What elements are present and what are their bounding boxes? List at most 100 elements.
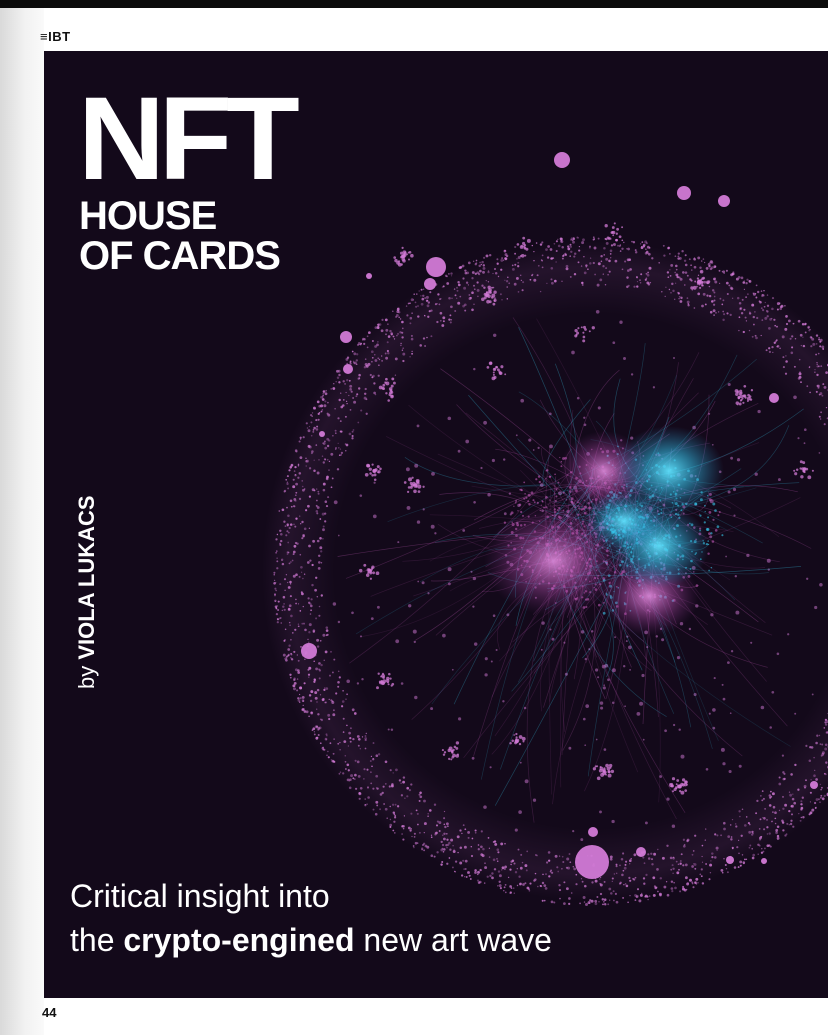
ring-node — [771, 345, 774, 349]
cluster-node — [393, 256, 397, 259]
ring-node — [738, 810, 741, 813]
inner-node — [713, 677, 716, 680]
ring-node — [506, 255, 508, 258]
inner-node — [492, 614, 496, 617]
cluster-node — [611, 226, 615, 229]
ring-node — [722, 270, 726, 274]
ring-node — [443, 823, 446, 826]
inner-node — [484, 657, 488, 661]
ring-node — [345, 698, 347, 700]
ring-node — [358, 797, 361, 800]
ring-node — [459, 829, 462, 832]
ring-node — [669, 253, 671, 255]
ring-node — [357, 343, 359, 346]
ring-node — [460, 874, 464, 877]
ring-node — [280, 617, 282, 619]
ring-node — [332, 752, 335, 755]
ring-node — [558, 855, 561, 857]
ring-node — [776, 836, 780, 840]
ring-node — [319, 639, 322, 642]
ring-node — [815, 778, 818, 781]
cluster-node — [735, 392, 739, 397]
ring-node — [585, 264, 588, 267]
ring-node — [633, 285, 636, 288]
inner-node — [414, 695, 418, 700]
ring-node — [346, 763, 350, 767]
ring-node — [453, 288, 456, 290]
cluster-node — [390, 684, 393, 687]
cluster-node — [381, 673, 386, 678]
ring-node — [443, 832, 446, 836]
ring-node — [284, 525, 287, 527]
ring-node — [352, 737, 355, 741]
ring-node — [381, 791, 384, 795]
ring-node — [544, 887, 548, 890]
cluster-node — [408, 477, 412, 482]
ring-node — [467, 830, 471, 834]
cluster-node — [680, 790, 685, 795]
inner-node — [583, 416, 586, 419]
ring-node — [422, 288, 425, 291]
ring-node — [385, 377, 388, 381]
ring-node — [321, 698, 325, 702]
ring-node — [394, 803, 397, 806]
ring-node — [363, 366, 367, 369]
ring-node — [403, 815, 406, 817]
ring-node — [686, 300, 690, 304]
ring-node — [351, 350, 354, 353]
ring-node — [314, 691, 318, 695]
ring-node — [610, 244, 614, 247]
ring-node — [819, 743, 822, 745]
ring-node — [400, 342, 402, 345]
ring-node — [338, 373, 341, 377]
ring-node — [513, 282, 517, 286]
ring-node — [666, 844, 669, 847]
tagline-line-2: the crypto-engined new art wave — [70, 918, 552, 962]
ring-node — [500, 842, 504, 846]
ring-node — [320, 410, 323, 413]
ring-node — [782, 829, 785, 832]
ring-node — [467, 261, 471, 265]
ring-node — [467, 871, 470, 874]
ring-node — [776, 345, 779, 348]
ring-node — [500, 268, 503, 271]
ring-node — [805, 779, 807, 782]
inner-node — [484, 673, 488, 677]
cluster-node — [743, 384, 747, 388]
inner-node — [558, 491, 562, 496]
inner-node — [607, 678, 610, 682]
ring-node — [286, 482, 289, 486]
ring-node — [487, 270, 490, 272]
ring-node — [441, 847, 444, 850]
ring-node — [514, 871, 518, 874]
ring-node — [295, 450, 298, 453]
ring-node — [373, 382, 376, 385]
ring-node — [785, 322, 789, 326]
ring-node — [312, 430, 315, 433]
ring-node — [300, 646, 302, 648]
ring-node — [683, 843, 686, 846]
ring-node — [330, 650, 332, 653]
cluster-node — [588, 330, 591, 333]
ring-node — [395, 313, 399, 317]
ring-node — [726, 292, 729, 296]
ring-node — [310, 604, 313, 608]
ring-node — [604, 283, 607, 286]
ring-node — [677, 257, 680, 260]
ring-node — [454, 294, 457, 297]
ring-node — [374, 354, 376, 356]
ring-node — [357, 421, 360, 424]
ring-node — [817, 384, 820, 388]
tagline-bold: crypto-engined — [123, 922, 355, 958]
ring-node — [337, 681, 340, 684]
cluster-node — [608, 763, 613, 768]
ring-node — [663, 254, 666, 257]
ring-node — [589, 257, 592, 259]
ring-node — [726, 312, 729, 315]
ring-node — [351, 437, 354, 440]
ring-node — [309, 613, 312, 615]
ring-node — [564, 253, 567, 256]
cluster-node — [684, 780, 688, 784]
ring-node — [789, 793, 792, 797]
ring-node — [292, 553, 295, 556]
